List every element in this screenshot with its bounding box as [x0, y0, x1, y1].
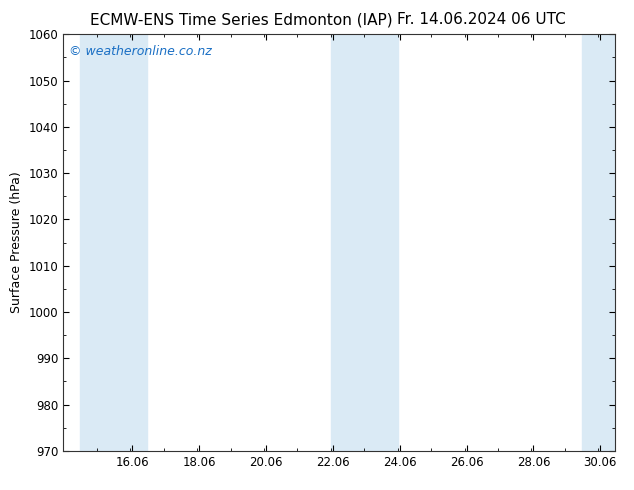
Text: Fr. 14.06.2024 06 UTC: Fr. 14.06.2024 06 UTC	[398, 12, 566, 27]
Text: © weatheronline.co.nz: © weatheronline.co.nz	[69, 45, 212, 58]
Bar	[365, 34, 398, 451]
Bar	[331, 34, 365, 451]
Bar	[113, 34, 147, 451]
Bar	[80, 34, 113, 451]
Y-axis label: Surface Pressure (hPa): Surface Pressure (hPa)	[10, 172, 23, 314]
Text: ECMW-ENS Time Series Edmonton (IAP): ECMW-ENS Time Series Edmonton (IAP)	[89, 12, 392, 27]
Bar	[581, 34, 615, 451]
